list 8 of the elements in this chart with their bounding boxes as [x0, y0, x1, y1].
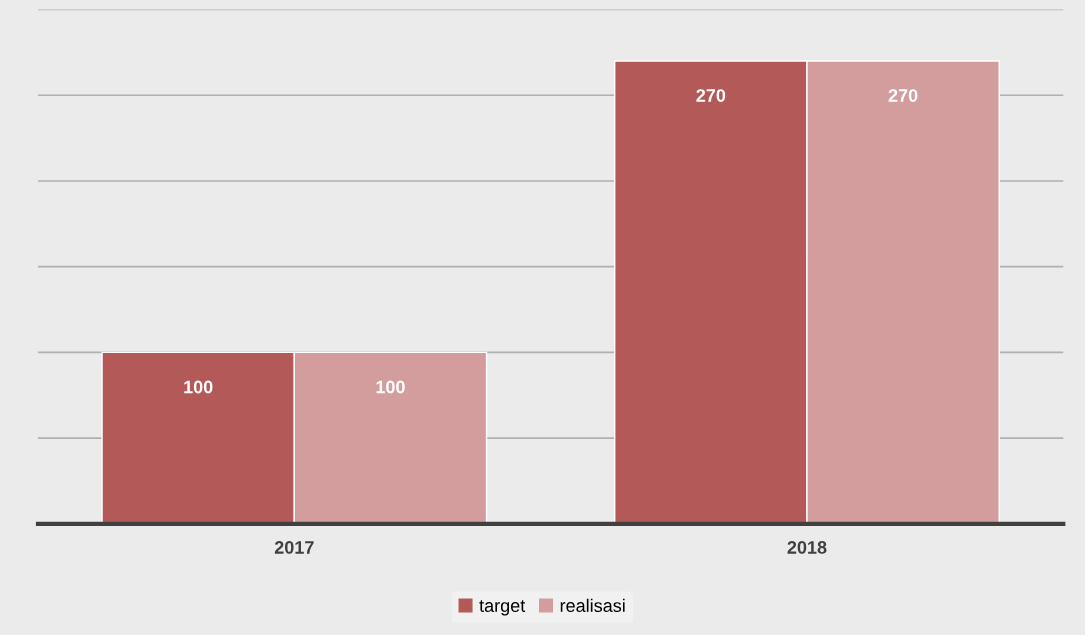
x-tick-label: 2018: [787, 541, 827, 554]
data-label: 100: [184, 380, 213, 394]
x-tick-label: 2017: [274, 541, 314, 554]
legend-label: realisasi: [560, 598, 625, 613]
data-label: 270: [888, 89, 918, 102]
data-label: 100: [376, 380, 405, 394]
legend-label: target: [479, 600, 526, 616]
data-label: 270: [696, 89, 726, 102]
